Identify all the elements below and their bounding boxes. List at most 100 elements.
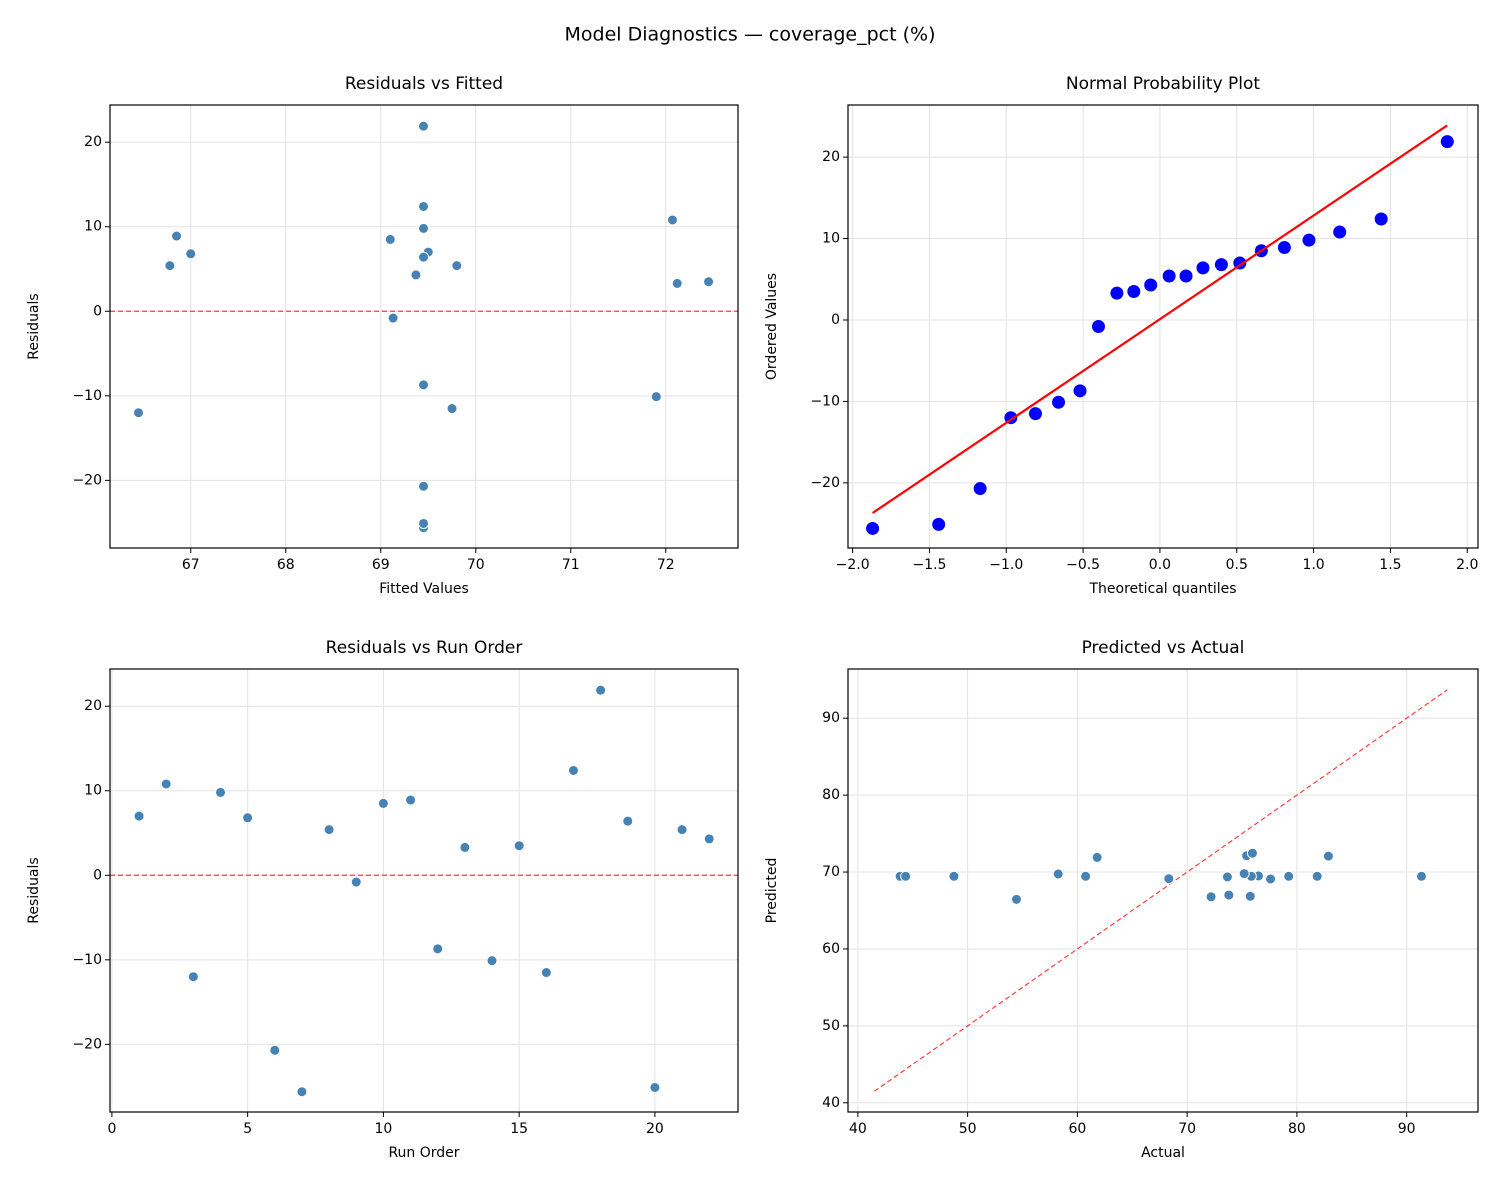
y-tick-label: 20	[84, 698, 102, 714]
y-axis-label: Residuals	[26, 293, 42, 359]
data-point	[703, 276, 715, 288]
data-point	[350, 876, 362, 888]
x-tick-label: 72	[657, 557, 675, 573]
y-axis-label: Ordered Values	[764, 273, 780, 380]
subplot-title: Normal Probability Plot	[1066, 74, 1261, 94]
fit-line	[871, 124, 1448, 514]
y-tick-label: 10	[84, 219, 102, 235]
axes-frame	[109, 104, 739, 549]
data-point	[1374, 212, 1388, 226]
x-tick-label: 60	[1068, 1121, 1086, 1137]
data-point	[567, 764, 579, 776]
data-point	[133, 810, 145, 822]
data-point	[405, 794, 417, 806]
data-point	[1144, 278, 1158, 292]
x-tick-label: 5	[243, 1121, 252, 1137]
data-point	[486, 955, 498, 967]
data-point	[1091, 851, 1103, 863]
x-tick-label: 0	[107, 1121, 116, 1137]
data-point	[1028, 407, 1042, 421]
data-point	[1163, 873, 1175, 885]
x-tick-label: 0.5	[1226, 557, 1248, 573]
data-point	[1214, 258, 1228, 272]
data-point	[1127, 284, 1141, 298]
data-point	[1283, 870, 1295, 882]
data-point	[666, 214, 678, 226]
data-point	[185, 248, 197, 260]
x-tick-label: 69	[372, 557, 390, 573]
data-point	[513, 840, 525, 852]
subplot: Predicted vs Actual 40 50 60 70 80 90 40 50 60 70 8…	[764, 638, 1479, 1161]
data-point	[671, 277, 683, 289]
data-point	[1179, 269, 1193, 283]
data-point	[650, 391, 662, 403]
x-axis-label: Run Order	[388, 1145, 459, 1161]
y-tick-label: 0	[831, 312, 840, 328]
x-axis-label: Theoretical quantiles	[1088, 581, 1236, 597]
x-tick-label: 80	[1288, 1121, 1306, 1137]
data-point	[1091, 320, 1105, 333]
data-point	[1196, 261, 1210, 275]
data-point	[1277, 241, 1291, 255]
x-tick-label: 15	[510, 1121, 528, 1137]
x-tick-label: −0.5	[1066, 557, 1100, 573]
subplot: Normal Probability Plot −2.0 −1.5 −1.0 −0.5 0…	[764, 74, 1479, 597]
x-tick-label: −1.5	[912, 557, 946, 573]
y-tick-label: 80	[822, 787, 840, 803]
x-tick-label: 2.0	[1456, 557, 1478, 573]
x-tick-label: 20	[646, 1121, 664, 1137]
x-tick-label: 40	[849, 1121, 867, 1137]
data-point	[418, 222, 430, 234]
x-tick-label: 1.0	[1302, 557, 1324, 573]
y-axis-label: Residuals	[26, 857, 42, 923]
data-point	[418, 517, 430, 529]
x-axis-label: Fitted Values	[379, 581, 469, 597]
x-tick-label: −2.0	[836, 557, 870, 573]
data-point	[1265, 873, 1277, 885]
x-tick-label: 0.0	[1149, 557, 1171, 573]
data-point	[1302, 233, 1316, 247]
data-point	[418, 120, 430, 132]
data-point	[1052, 868, 1064, 880]
data-point	[595, 684, 607, 696]
data-point	[242, 812, 254, 824]
subplot-title: Residuals vs Fitted	[345, 74, 503, 94]
y-tick-label: 40	[822, 1095, 840, 1111]
data-point	[164, 260, 176, 272]
data-point	[384, 233, 396, 245]
data-point	[377, 797, 389, 809]
data-point	[866, 521, 880, 535]
y-tick-label: −20	[72, 472, 102, 488]
y-tick-label: 90	[822, 710, 840, 726]
data-point	[1223, 889, 1235, 901]
data-point	[1052, 395, 1066, 409]
y-tick-label: −10	[72, 388, 102, 404]
y-tick-label: 10	[822, 231, 840, 247]
data-point	[973, 482, 987, 496]
y-tick-label: −10	[72, 952, 102, 968]
data-point	[187, 971, 199, 983]
data-point	[387, 312, 399, 324]
x-tick-label: 50	[959, 1121, 977, 1137]
data-point	[410, 269, 422, 281]
subplot-title: Predicted vs Actual	[1082, 638, 1245, 658]
subplot-title: Residuals vs Run Order	[326, 638, 523, 658]
data-point	[418, 480, 430, 492]
y-tick-label: 50	[822, 1018, 840, 1034]
data-point	[418, 251, 430, 263]
data-point	[1110, 286, 1124, 300]
y-axis-label: Predicted	[764, 858, 780, 924]
data-point	[900, 870, 912, 882]
data-point	[1322, 850, 1334, 862]
data-point	[418, 379, 430, 391]
y-tick-label: 0	[93, 303, 102, 319]
x-tick-label: 90	[1398, 1121, 1416, 1137]
data-point	[703, 833, 715, 845]
y-tick-label: 60	[822, 941, 840, 957]
reference-line	[873, 689, 1448, 1092]
axes-frame	[847, 668, 1479, 1113]
y-tick-label: 20	[822, 149, 840, 165]
data-point	[1162, 269, 1176, 283]
